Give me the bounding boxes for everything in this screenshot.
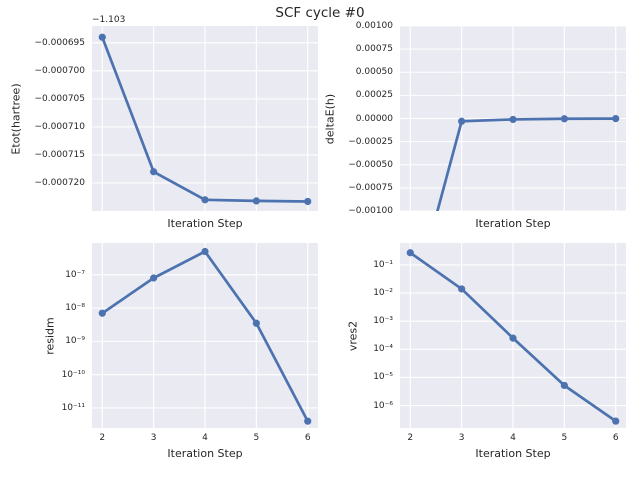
y-tick-label: −0.00075 bbox=[348, 182, 393, 193]
x-tick-label: 4 bbox=[202, 433, 208, 443]
y-tick-label: 10⁻⁶ bbox=[373, 400, 393, 411]
y-tick-label: −0.000710 bbox=[34, 121, 85, 132]
etot-axis-offset: −1.103 bbox=[92, 15, 126, 25]
plot-canvas bbox=[92, 26, 318, 211]
y-tick-label: −0.000695 bbox=[34, 37, 85, 48]
y-tick-label: 10⁻⁷ bbox=[65, 269, 85, 280]
data-point bbox=[560, 115, 568, 123]
x-tick-label: 3 bbox=[150, 433, 157, 443]
y-tick-label: 10⁻¹ bbox=[373, 259, 393, 270]
data-point bbox=[612, 114, 620, 123]
deltae-plot-area bbox=[400, 26, 626, 211]
subplot-deltae: deltaE(h) Iteration Step 0.00100 0.00075 0… bbox=[324, 21, 626, 230]
x-tick-label: 4 bbox=[510, 433, 516, 443]
data-point bbox=[560, 381, 568, 390]
y-tick-label: 0.00050 bbox=[355, 67, 393, 78]
y-tick-label: 10⁻¹¹ bbox=[61, 402, 85, 413]
x-tick-label: 6 bbox=[304, 433, 311, 443]
y-tick-label: 10⁻¹⁰ bbox=[61, 369, 85, 380]
y-tick-label: −0.000715 bbox=[34, 149, 85, 160]
data-point bbox=[612, 417, 620, 425]
subplot-etot: −1.103 Etot(hartree) Iteration Step −0.0… bbox=[10, 15, 318, 230]
y-tick-label: 10⁻⁵ bbox=[373, 372, 393, 383]
y-tick-label: 0.00075 bbox=[355, 44, 393, 55]
subplot-residm: residm Iteration Step 10⁻⁷ 10⁻⁸ 10⁻⁹ 10⁻¹⁰ 1… bbox=[44, 243, 318, 460]
data-point bbox=[98, 33, 106, 41]
figure-title: SCF cycle #0 bbox=[275, 5, 365, 21]
etot-xlabel: Iteration Step bbox=[167, 217, 243, 230]
x-tick-label: 3 bbox=[458, 433, 465, 443]
y-tick-label: 10⁻³ bbox=[373, 316, 393, 327]
etot-plot-area bbox=[92, 26, 318, 211]
plot-canvas bbox=[92, 243, 318, 428]
data-point bbox=[304, 197, 312, 206]
data-point bbox=[201, 247, 209, 256]
etot-ylabel: Etot(hartree) bbox=[9, 82, 23, 155]
y-tick-label: 0.00100 bbox=[355, 21, 393, 31]
data-point bbox=[509, 334, 517, 342]
data-point bbox=[458, 117, 466, 125]
vres2-ylabel: vres2 bbox=[346, 320, 360, 351]
data-point bbox=[150, 168, 158, 176]
plot-canvas bbox=[400, 26, 626, 211]
residm-plot-area bbox=[92, 243, 318, 428]
y-tick-label: −0.00100 bbox=[348, 206, 393, 216]
x-tick-label: 2 bbox=[407, 433, 414, 443]
y-tick-label: −0.000705 bbox=[34, 93, 85, 104]
data-point bbox=[252, 197, 260, 205]
residm-xlabel: Iteration Step bbox=[167, 447, 243, 460]
subplot-vres2: vres2 Iteration Step 10⁻¹ 10⁻² 10⁻³ 10⁻⁴ 10⁻… bbox=[347, 243, 626, 460]
x-tick-label: 5 bbox=[561, 433, 568, 443]
y-tick-label: −0.000720 bbox=[34, 177, 85, 188]
data-point bbox=[252, 319, 260, 327]
x-tick-label: 2 bbox=[99, 433, 106, 443]
data-point bbox=[150, 274, 158, 282]
plot-canvas bbox=[400, 243, 626, 428]
y-tick-label: 0.00000 bbox=[355, 113, 393, 124]
y-tick-label: 10⁻² bbox=[373, 288, 393, 299]
y-tick-label: 10⁻⁹ bbox=[65, 336, 85, 347]
vres2-plot-area bbox=[400, 243, 626, 428]
y-tick-label: 0.00025 bbox=[355, 90, 393, 101]
data-point bbox=[509, 115, 517, 124]
y-tick-label: −0.00050 bbox=[348, 159, 393, 170]
data-point bbox=[406, 249, 414, 257]
vres2-xlabel: Iteration Step bbox=[475, 447, 551, 460]
x-tick-label: 6 bbox=[612, 433, 619, 443]
y-tick-label: 10⁻⁴ bbox=[373, 344, 393, 355]
residm-ylabel: residm bbox=[43, 316, 57, 355]
data-point bbox=[98, 309, 106, 317]
deltae-ylabel: deltaE(h) bbox=[323, 93, 337, 144]
data-point bbox=[304, 417, 312, 425]
y-tick-label: −0.000700 bbox=[34, 65, 85, 76]
deltae-xlabel: Iteration Step bbox=[475, 217, 551, 230]
data-point bbox=[458, 285, 466, 293]
data-point bbox=[201, 196, 209, 204]
x-tick-label: 5 bbox=[253, 433, 260, 443]
y-tick-label: 10⁻⁸ bbox=[65, 303, 85, 314]
y-tick-label: −0.00025 bbox=[348, 136, 393, 147]
